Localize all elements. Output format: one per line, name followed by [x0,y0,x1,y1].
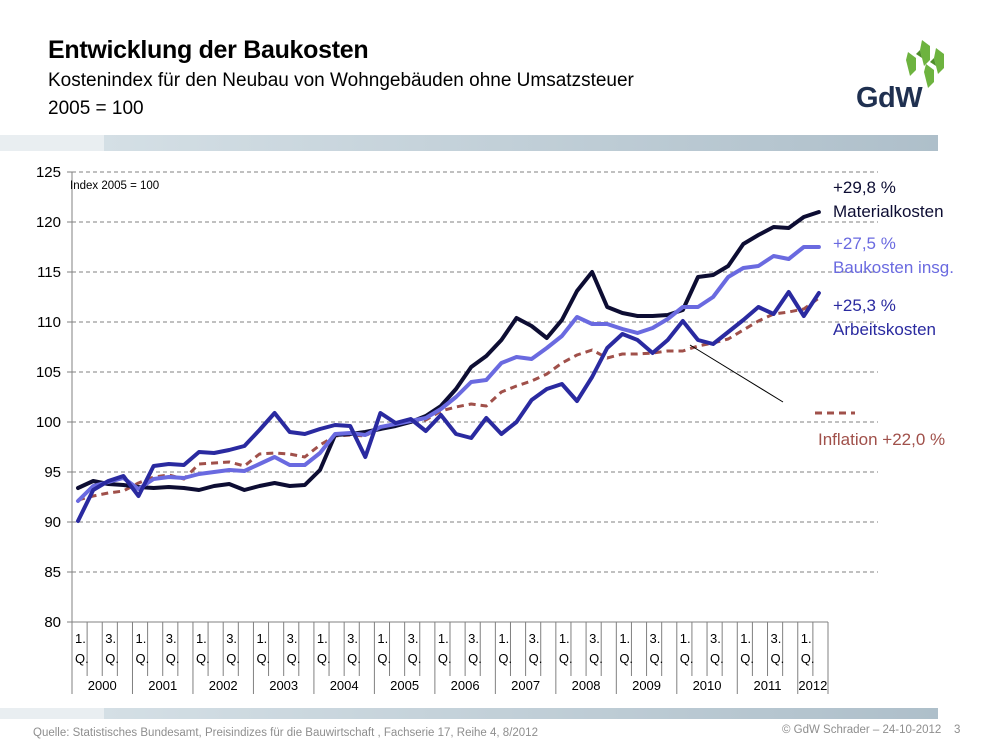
x-quarter-label: Q. [287,651,301,666]
y-tick-label: 115 [37,264,61,281]
x-quarter-label: 1. [196,631,207,646]
page-number: 3 [954,724,961,736]
y-tick-label: 100 [36,414,61,431]
x-quarter-label: 1. [680,631,691,646]
x-quarter-label: Q. [559,651,573,666]
series-line-inflation [77,296,820,502]
y-tick-label: 110 [37,314,61,331]
x-quarter-label: 1. [75,631,86,646]
legend-inflation-label: Inflation +22,0 % [818,430,945,449]
series-line-baukosten-insg [76,245,821,503]
x-year-label: 2001 [148,678,177,693]
x-quarter-label: 1. [498,631,509,646]
y-tick-label: 105 [36,364,61,381]
y-tick-label: 125 [36,164,61,181]
x-quarter-label: 3. [529,631,540,646]
x-quarter-label: Q. [196,651,210,666]
x-quarter-label: 1. [740,631,751,646]
footer-copyright: © GdW Schrader – 24-10-2012 [782,724,942,736]
y-tick-label: 95 [44,464,61,481]
x-year-label: 2003 [269,678,298,693]
x-quarter-label: 3. [226,631,237,646]
x-quarter-label: 3. [166,631,177,646]
x-quarter-label: Q. [650,651,664,666]
x-quarter-label: 3. [650,631,661,646]
legend-change-label: +25,3 % [833,296,896,315]
x-quarter-label: 1. [619,631,630,646]
line-chart: 80 85 90 95 100 105 110 115 120 125 Index 2005 = 1… [36,164,954,694]
x-year-label: 2012 [798,678,827,693]
footer-divider-strip [0,708,938,719]
x-quarter-label: 3. [105,631,116,646]
x-quarter-label: Q. [468,651,482,666]
gdw-logo: GdW [850,38,970,118]
x-year-label: 2004 [330,678,359,693]
header-divider-strip [0,135,938,151]
footer-source: Quelle: Statistisches Bundesamt, Preisin… [33,727,538,739]
legend-series-name: Arbeitskosten [833,320,936,339]
x-quarter-label: Q. [589,651,603,666]
x-quarter-label: Q. [75,651,89,666]
x-quarter-label: 1. [135,631,146,646]
x-quarter-label: Q. [226,651,240,666]
gdw-logo-text: GdW [856,82,923,114]
x-quarter-label: Q. [619,651,633,666]
x-quarter-label: 1. [377,631,388,646]
x-quarter-label: 1. [256,631,267,646]
x-year-label: 2009 [632,678,661,693]
x-quarter-label: Q. [801,651,815,666]
y-tick-label: 120 [36,214,61,231]
x-year-label: 2008 [572,678,601,693]
x-year-label: 2006 [451,678,480,693]
x-quarter-label: 3. [408,631,419,646]
legend-series-name: Materialkosten [833,202,944,221]
x-year-label: 2000 [88,678,117,693]
x-quarter-label: Q. [377,651,391,666]
legend-change-label: +27,5 % [833,234,896,253]
x-year-label: 2007 [511,678,540,693]
x-year-label: 2005 [390,678,419,693]
index-annotation: Index 2005 = 100 [70,180,159,192]
legend-series-name: Baukosten insg. [833,258,954,277]
x-quarter-label: Q. [680,651,694,666]
x-quarter-label: 1. [801,631,812,646]
x-quarter-label: Q. [256,651,270,666]
x-quarter-label: Q. [771,651,785,666]
page-subtitle: Kostenindex für den Neubau von Wohngebäu… [48,70,634,91]
x-quarter-label: Q. [347,651,361,666]
y-tick-label: 85 [44,564,61,581]
x-quarter-label: 3. [287,631,298,646]
series-line-materialkosten [76,210,821,492]
y-tick-label: 80 [44,614,61,631]
x-quarter-label: 3. [468,631,479,646]
x-year-label: 2002 [209,678,238,693]
x-quarter-label: Q. [317,651,331,666]
x-quarter-label: 3. [589,631,600,646]
x-quarter-label: Q. [135,651,149,666]
index-base-note: 2005 = 100 [48,98,144,119]
x-year-label: 2010 [693,678,722,693]
legend-change-label: +29,8 % [833,178,896,197]
x-quarter-label: Q. [710,651,724,666]
y-tick-label: 90 [44,514,61,531]
x-quarter-label: 1. [317,631,328,646]
x-quarter-label: Q. [740,651,754,666]
x-quarter-label: 3. [710,631,721,646]
x-quarter-label: 3. [347,631,358,646]
x-year-label: 2011 [754,678,782,693]
x-quarter-label: Q. [438,651,452,666]
annotation-pointer-line [689,344,784,403]
gdw-logo-icon [906,40,944,88]
x-quarter-label: Q. [498,651,512,666]
x-quarter-label: Q. [529,651,543,666]
x-quarter-label: Q. [105,651,119,666]
x-quarter-label: 1. [559,631,570,646]
x-quarter-label: 1. [438,631,449,646]
series-line-arbeitskosten [76,290,821,523]
x-quarter-label: Q. [408,651,422,666]
x-quarter-label: 3. [771,631,782,646]
page-title: Entwicklung der Baukosten [48,36,369,64]
x-quarter-label: Q. [166,651,180,666]
